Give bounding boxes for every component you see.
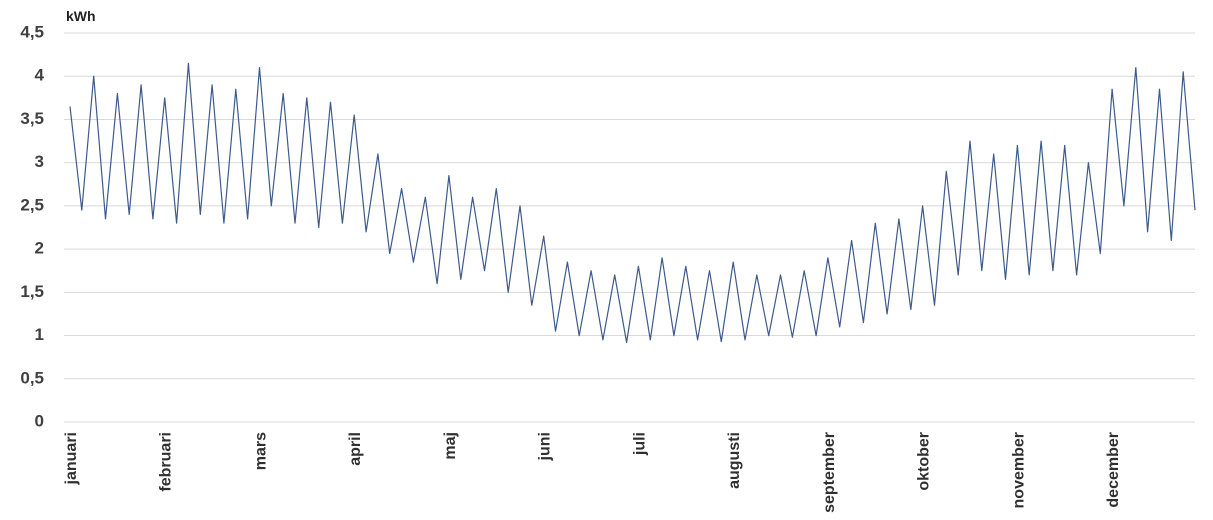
x-tick-label: augusti <box>726 432 743 489</box>
y-tick-label: 1 <box>35 325 44 344</box>
x-tick-label: april <box>347 432 364 466</box>
x-tick-label: december <box>1105 432 1122 508</box>
x-tick-label: maj <box>442 432 459 460</box>
x-tick-label: september <box>821 432 838 513</box>
y-tick-label: 0,5 <box>20 368 44 387</box>
x-tick-label: juli <box>631 432 648 456</box>
y-tick-label: 0 <box>35 411 44 430</box>
x-tick-label: oktober <box>916 432 933 491</box>
x-tick-label: februari <box>158 432 175 492</box>
unit-label: kWh <box>66 8 96 24</box>
y-tick-label: 1,5 <box>20 282 44 301</box>
x-tick-label: juni <box>537 432 554 461</box>
x-tick-label: mars <box>252 432 269 470</box>
y-tick-label: 3,5 <box>20 109 44 128</box>
y-tick-label: 2,5 <box>20 195 44 214</box>
x-tick-label: november <box>1010 432 1027 508</box>
y-tick-label: 4,5 <box>20 22 44 41</box>
y-tick-label: 2 <box>35 239 44 258</box>
y-tick-label: 4 <box>35 66 45 85</box>
data-line <box>69 62 1196 344</box>
y-tick-label: 3 <box>35 152 44 171</box>
x-tick-label: januari <box>63 432 80 485</box>
